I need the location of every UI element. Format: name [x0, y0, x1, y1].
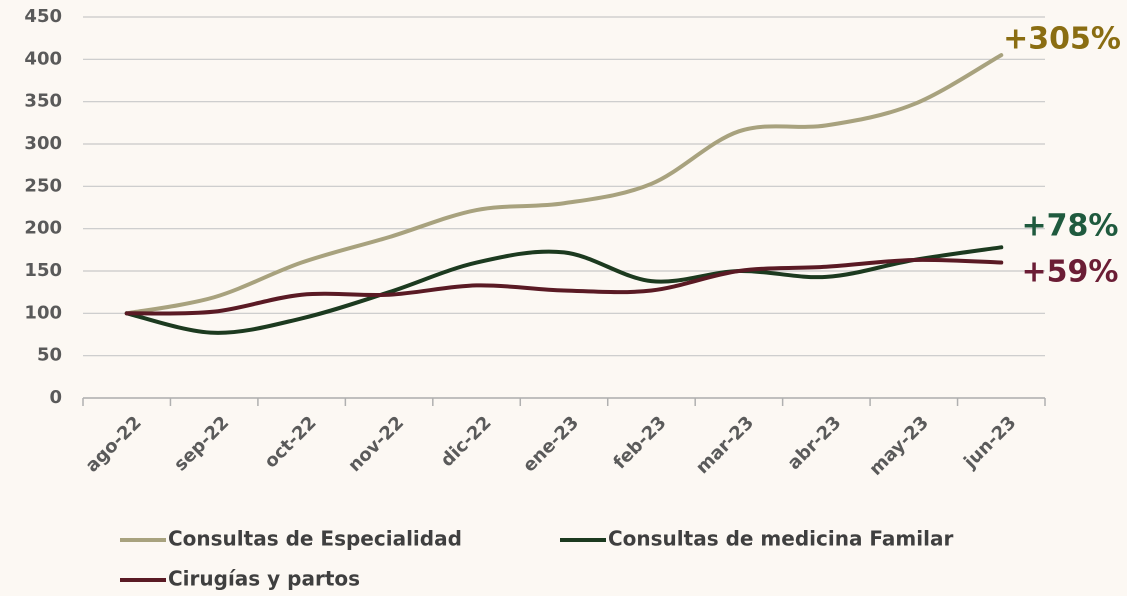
y-tick-label: 350 [24, 91, 62, 112]
series-line [124, 245, 1004, 335]
y-tick-label: 400 [24, 48, 62, 69]
annotation: +78% [1022, 209, 1119, 244]
annotation: +59% [1022, 255, 1119, 290]
series-line [124, 53, 1004, 316]
legend-label: Consultas de medicina Familar [608, 527, 953, 551]
legend-label: Consultas de Especialidad [168, 527, 462, 551]
y-tick-label: 0 [49, 387, 62, 408]
y-tick-label: 450 [24, 6, 62, 27]
y-tick-label: 100 [24, 302, 62, 323]
series-line [124, 257, 1004, 316]
legend-label: Cirugías y partos [168, 567, 360, 591]
y-tick-label: 200 [24, 218, 62, 239]
y-tick-label: 150 [24, 260, 62, 281]
y-tick-label: 300 [24, 133, 62, 154]
y-tick-label: 50 [37, 345, 62, 366]
annotation: +305% [1003, 22, 1121, 57]
y-tick-label: 250 [24, 175, 62, 196]
